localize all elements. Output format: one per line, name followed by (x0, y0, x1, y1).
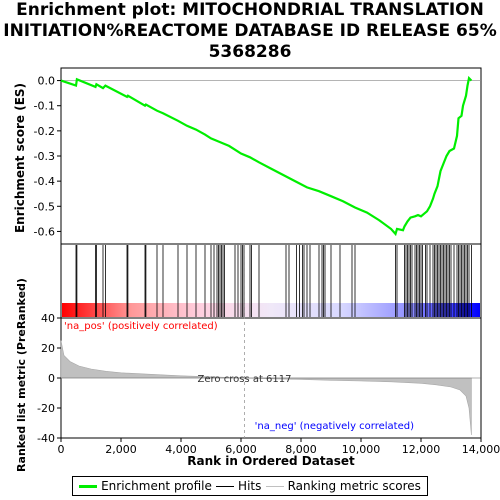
ranking-y-tick-label: -20 (37, 402, 55, 415)
title-line-1: Enrichment plot: MITOCHONDRIAL TRANSLATI… (16, 0, 484, 20)
es-y-tick-label: -0.3 (34, 150, 55, 163)
ranking-y-tick-label: -40 (37, 432, 55, 445)
x-tick-label: 6,000 (225, 443, 257, 456)
x-tick-label: 4,000 (165, 443, 197, 456)
ranking-y-tick-label: 20 (41, 342, 55, 355)
ranking-y-axis-label: Ranked list metric (PreRanked) (15, 278, 28, 472)
x-tick-label: 8,000 (285, 443, 317, 456)
es-panel: 0.0 -0.1 -0.2 -0.3 -0.4 -0.5 -0.6 (34, 67, 482, 245)
legend-item-hits: Hits (216, 479, 261, 493)
ranking-metric-area (60, 340, 472, 436)
title-line-3: 5368286 (208, 42, 292, 62)
es-y-tick-label: -0.1 (34, 100, 55, 113)
hits-panel (60, 243, 482, 319)
x-tick-label: 14,000 (462, 443, 500, 456)
ranking-y-tick-label: 40 (41, 312, 55, 325)
enrichment-swatch-icon (79, 484, 98, 488)
ranking-y-tick-label: 0 (48, 372, 55, 385)
correlation-color-band (62, 303, 480, 317)
legend-item-ranking: Ranking metric scores (265, 479, 421, 493)
hits-swatch-icon (216, 485, 235, 487)
es-y-tick-label: -0.5 (34, 200, 55, 213)
title-line-2: INITIATION%REACTOME DATABASE ID RELEASE … (3, 21, 497, 41)
es-y-axis-label: Enrichment score (ES) (13, 83, 27, 233)
legend-label-ranking: Ranking metric scores (287, 479, 421, 493)
es-y-tick-label: -0.6 (34, 225, 55, 238)
ranking-swatch-icon (265, 485, 284, 487)
ranking-panel: 40 20 0 -20 -40 'na_pos' (positively correlat… (37, 244, 482, 445)
legend-label-enrichment: Enrichment profile (101, 479, 212, 493)
x-tick-label: 0 (58, 443, 65, 456)
es-y-tick-label: -0.4 (34, 175, 55, 188)
zero-cross-label: Zero cross at 6117 (198, 374, 292, 385)
x-axis-label: Rank in Ordered Dataset (187, 454, 355, 468)
x-tick-label: 10,000 (342, 443, 381, 456)
x-axis: 0 2,000 4,000 6,000 8,000 10,000 12,000 14,000 (58, 438, 500, 456)
legend-label-hits: Hits (238, 479, 262, 493)
chart-title: Enrichment plot: MITOCHONDRIAL TRANSLATI… (0, 0, 500, 63)
enrichment-profile-line (60, 75, 473, 237)
es-y-tick-label: -0.2 (34, 125, 55, 138)
positive-correlation-label: 'na_pos' (positively correlated) (64, 321, 218, 332)
x-tick-label: 2,000 (105, 443, 137, 456)
es-y-tick-label: 0.0 (38, 75, 56, 88)
negative-correlation-label: 'na_neg' (negatively correlated) (255, 421, 414, 432)
legend: Enrichment profile Hits Ranking metric s… (72, 476, 428, 496)
x-tick-label: 12,000 (402, 443, 441, 456)
legend-item-enrichment: Enrichment profile (79, 479, 212, 493)
